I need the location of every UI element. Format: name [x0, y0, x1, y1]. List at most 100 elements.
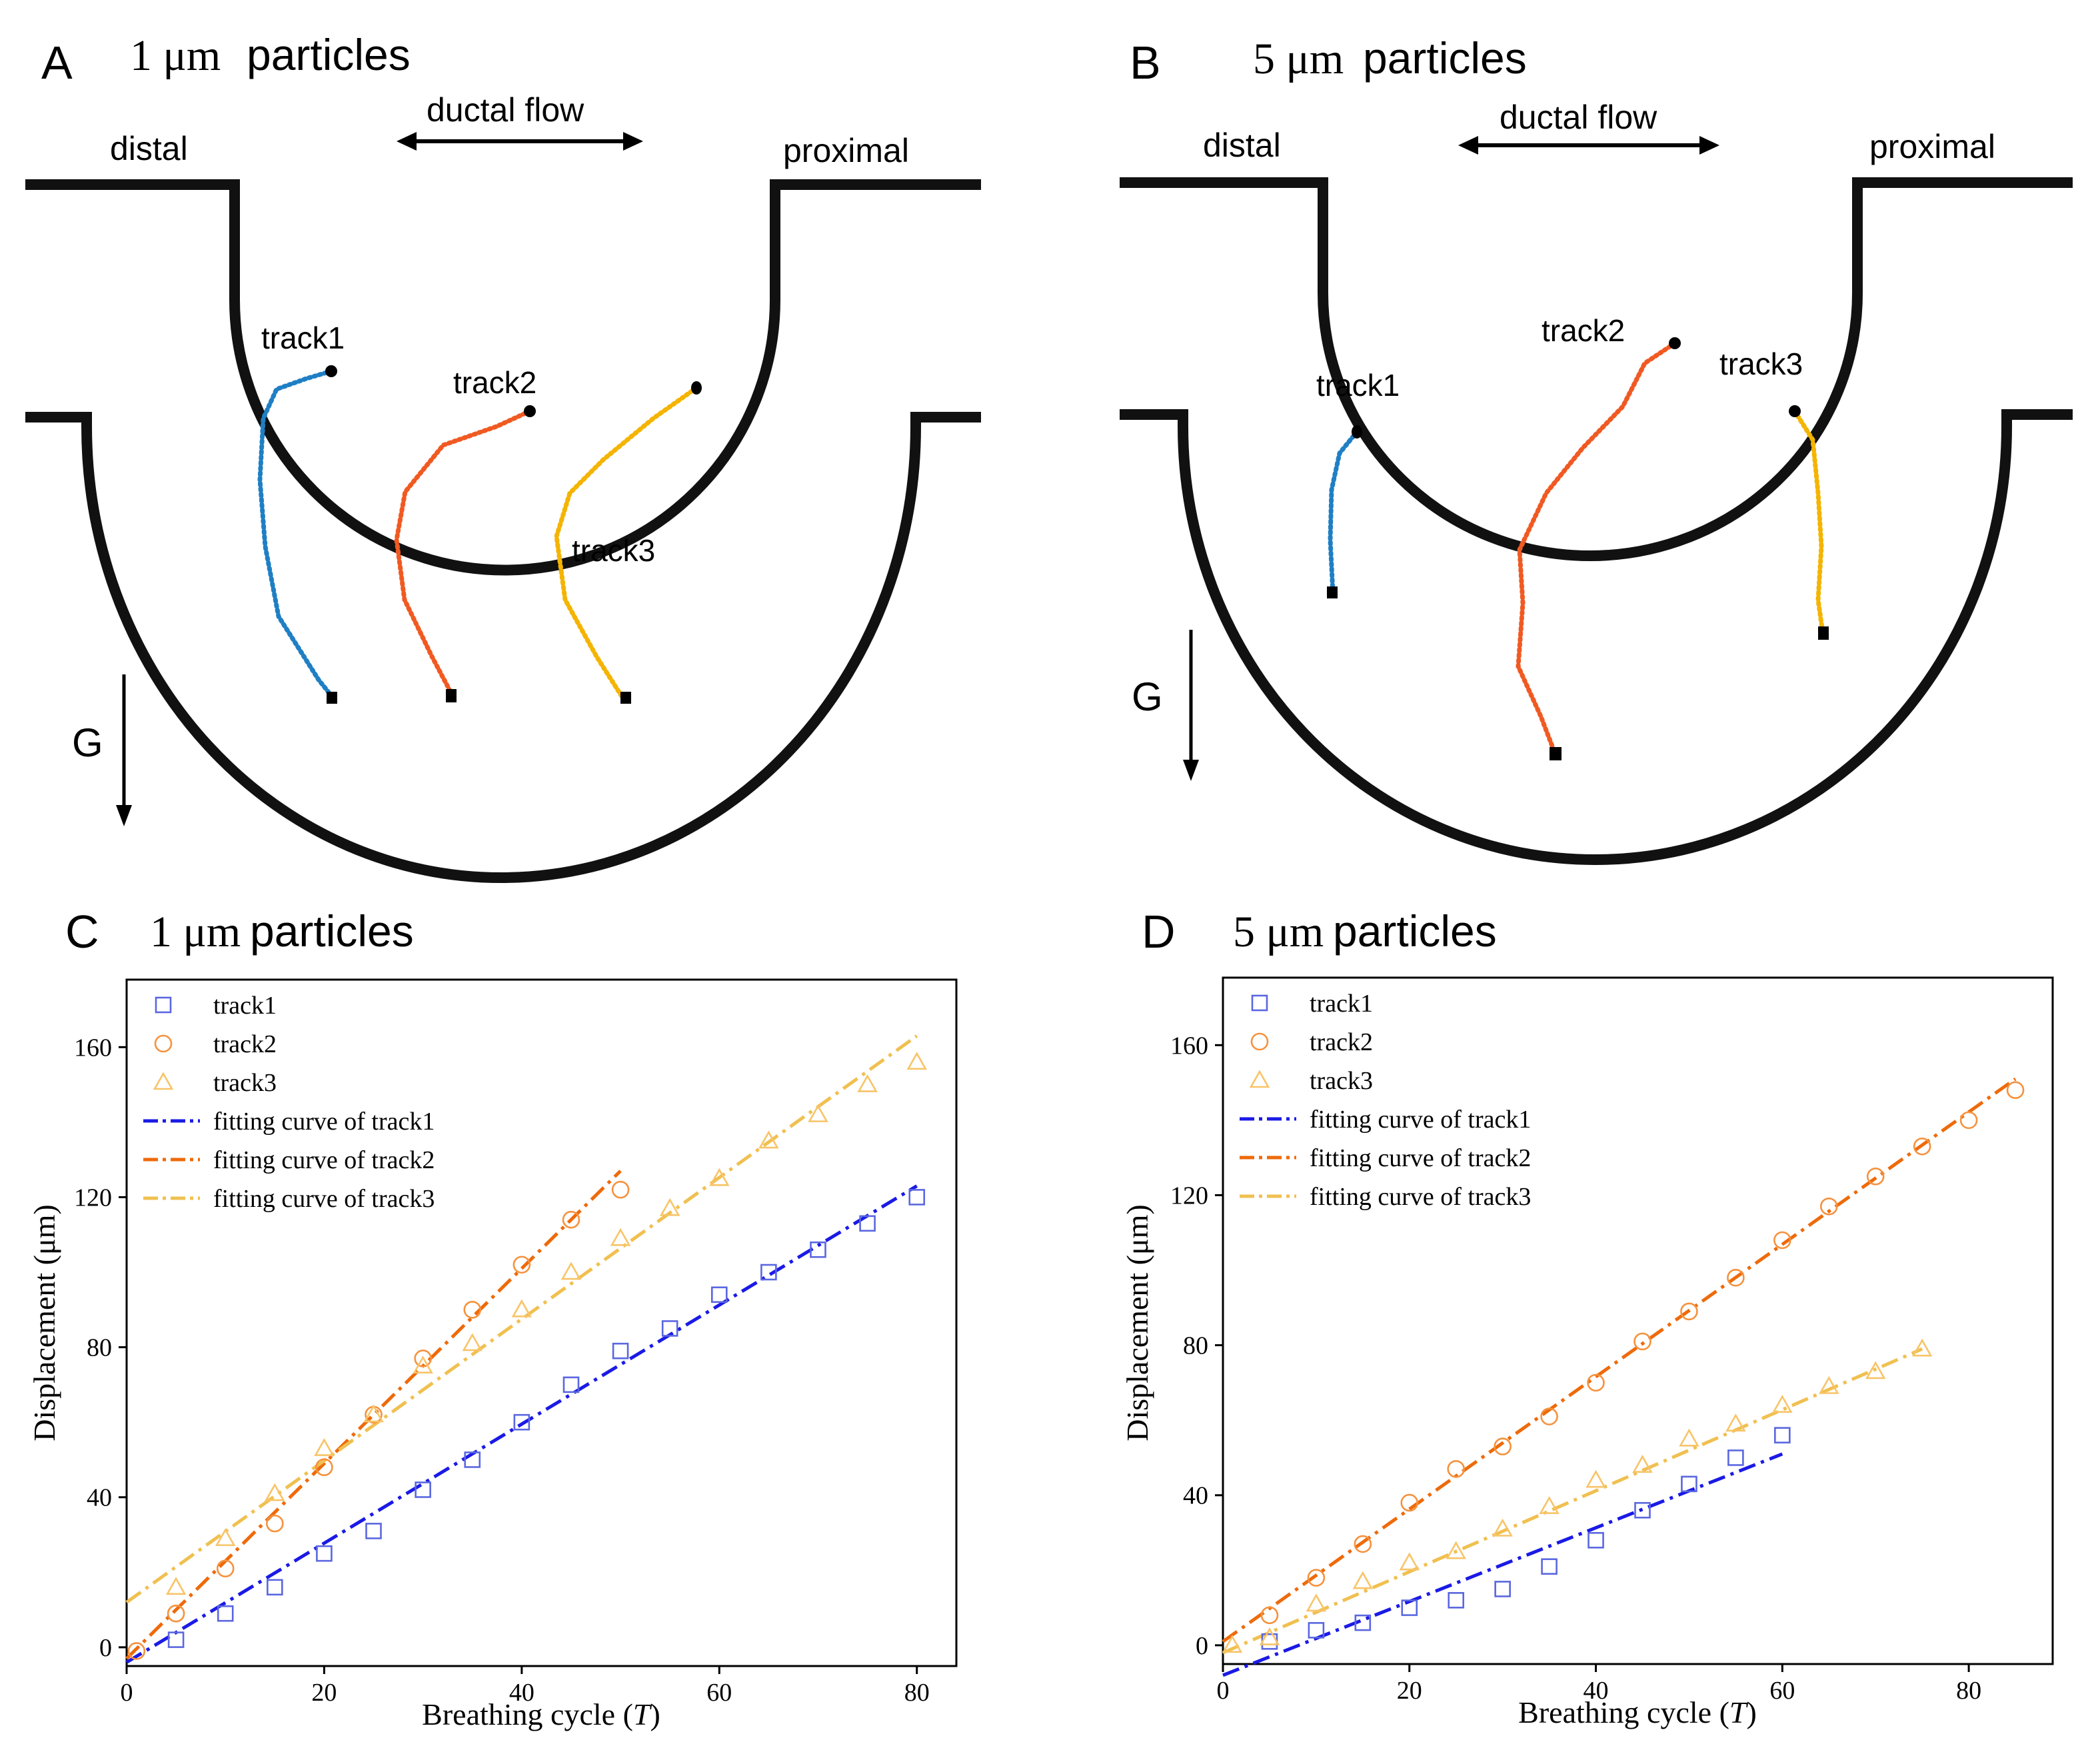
chart-c-point-track1 — [167, 1631, 185, 1648]
chart-c-point-track3 — [659, 1198, 680, 1216]
chart-d-point-track2 — [1727, 1268, 1745, 1287]
chart-c-legend-marker-track1 — [155, 996, 172, 1014]
chart-d-point-track1 — [1401, 1599, 1418, 1616]
chart-c-legend-marker-track3 — [153, 1072, 174, 1090]
chart-d-legend-label-fit1: fitting curve of track1 — [1310, 1106, 1531, 1134]
chart-d-legend-label-track2: track2 — [1310, 1028, 1373, 1056]
chart-c-point-track2 — [463, 1301, 482, 1319]
chart-c-point-track1 — [859, 1215, 876, 1232]
chart-d-point-track3 — [1865, 1361, 1886, 1379]
panel-b-flow-label: ductal flow — [1500, 99, 1657, 136]
chart-d-point-track2 — [1773, 1231, 1791, 1250]
chart-d-point-track2 — [1866, 1168, 1885, 1186]
panel-b-letter: B — [1130, 37, 1161, 89]
chart-c-legend-label-track3: track3 — [213, 1069, 277, 1097]
chart-c-legend-label-track2: track2 — [213, 1030, 277, 1058]
panel-b-title-word: particles — [1363, 33, 1527, 83]
chart-d-x-axis-title: Breathing cycle (T) — [1518, 1695, 1757, 1729]
chart-d-point-track2 — [1540, 1407, 1558, 1425]
chart-c-point-track1 — [365, 1523, 382, 1539]
chart-c-point-track2 — [611, 1180, 630, 1199]
chart-c-x-tick-label: 60 — [706, 1679, 732, 1707]
chart-c-x-axis-title: Breathing cycle (T) — [422, 1697, 660, 1731]
chart-c-fit-line-track3 — [125, 1034, 918, 1604]
panel-b-track2-label: track2 — [1542, 313, 1625, 348]
chart-d-x-tick-label: 0 — [1217, 1677, 1230, 1705]
chart-d-legend: track1 track2 track3 fitting curve of track… — [1240, 990, 1531, 1211]
chart-c-point-track1 — [415, 1481, 431, 1498]
chart-d-point-track3 — [1352, 1571, 1374, 1589]
chart-d-fit-line-track1 — [1222, 1452, 1783, 1677]
chart-c-point-track1 — [661, 1320, 678, 1337]
chart-c-point-track2 — [167, 1604, 185, 1623]
panel-a: A 1 μm particles distal proximal ductal … — [25, 30, 981, 883]
chart-c-point-track3 — [462, 1333, 483, 1351]
chart-d-point-track2 — [1819, 1198, 1838, 1216]
panel-a-track1-end-marker — [327, 692, 337, 704]
panel-a-title-mu: 1 μm — [130, 31, 221, 80]
chart-d-point-track2 — [1587, 1373, 1605, 1392]
panel-a-distal-label: distal — [110, 130, 188, 167]
chart-c-point-track3 — [413, 1355, 433, 1374]
chart-c-legend: track1 track2 track3 fitting curve of track… — [143, 992, 435, 1213]
chart-c-point-track2 — [216, 1559, 235, 1577]
chart-d-point-track3 — [1306, 1593, 1327, 1612]
chart-c-fit-line-track1 — [125, 1184, 918, 1664]
chart-d-point-track1 — [1541, 1558, 1558, 1575]
chart-c-point-track3 — [560, 1262, 582, 1280]
chart-c-point-track3 — [265, 1483, 285, 1501]
panel-a-track3-end-marker — [620, 692, 631, 704]
chart-d-point-track1 — [1727, 1449, 1744, 1466]
panel-b-track1-end-marker — [1327, 586, 1338, 598]
chart-c-point-track1 — [513, 1413, 530, 1431]
panel-a-title-word: particles — [247, 30, 411, 79]
chart-d-point-track2 — [1447, 1460, 1466, 1478]
chart-c-point-track3 — [215, 1527, 236, 1546]
chart-c-point-track3 — [857, 1074, 878, 1092]
chart-d-legend-marker-track1 — [1251, 994, 1268, 1012]
chart-d-point-track1 — [1354, 1614, 1372, 1631]
chart-c-legend-label-track1: track1 — [213, 992, 277, 1020]
chart-d-y-tick-label: 160 — [1170, 1032, 1208, 1060]
chart-d-legend-marker-track3 — [1249, 1070, 1270, 1088]
chart-d-point-track1 — [1494, 1581, 1511, 1597]
chart-c-point-track2 — [266, 1514, 284, 1533]
panel-b-distal-label: distal — [1203, 127, 1281, 164]
chart-c-point-track3 — [511, 1299, 532, 1317]
panel-b-duct-outline — [1120, 177, 2073, 865]
chart-d-point-track3 — [1539, 1495, 1560, 1514]
chart-c-point-track1 — [217, 1605, 234, 1622]
chart-c-x-tick-label: 0 — [121, 1679, 133, 1707]
chart-c-point-track2 — [127, 1642, 146, 1660]
panel-b-track1-start-marker — [1352, 425, 1362, 438]
panel-b-track3-start-marker — [1789, 405, 1801, 417]
panel-a-proximal-label: proximal — [783, 132, 909, 169]
chart-c-axes: 0 20 40 60 80 0 40 80 120 160 — [74, 1034, 930, 1707]
chart-c-x-axis-title-end: ) — [650, 1697, 660, 1731]
chart-d: D 5 μm particles 0 20 40 60 80 0 40 80 120 160 tr… — [1120, 906, 2054, 1729]
panel-a-gravity: G — [72, 674, 132, 826]
chart-d-point-track3 — [1772, 1394, 1793, 1413]
panel-a-track3-label: track3 — [572, 533, 655, 568]
chart-d-point-track3 — [1259, 1627, 1280, 1645]
chart-c-x-tick-label: 80 — [904, 1679, 930, 1707]
chart-c-point-track1 — [760, 1264, 777, 1281]
chart-d-point-track1 — [1587, 1531, 1604, 1549]
chart-c-y-tick-label: 80 — [87, 1334, 112, 1362]
panel-b-title-mu: 5 μm — [1253, 35, 1344, 83]
chart-d-y-axis-title: Displacement (μm) — [1120, 1204, 1154, 1441]
chart-d-point-track3 — [1399, 1552, 1420, 1571]
chart-d-point-track2 — [1494, 1437, 1512, 1455]
chart-d-point-track1 — [1774, 1427, 1791, 1443]
panel-a-track2: track2 — [394, 365, 536, 702]
chart-d-fit-line-track3 — [1222, 1347, 1923, 1655]
chart-c-point-track3 — [808, 1104, 828, 1122]
chart-d-x-tick-label: 80 — [1956, 1677, 1981, 1705]
chart-c-point-track1 — [810, 1241, 826, 1258]
panel-a-duct-outline — [25, 179, 981, 883]
chart-c-point-track3 — [314, 1437, 335, 1456]
chart-c-point-track1 — [267, 1579, 283, 1596]
chart-c-legend-marker-track2 — [154, 1034, 173, 1053]
panel-a-track3: track3 — [554, 381, 702, 704]
